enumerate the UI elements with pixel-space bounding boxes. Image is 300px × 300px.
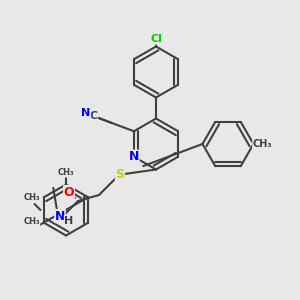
Text: C: C: [89, 111, 98, 121]
Text: N: N: [129, 150, 139, 163]
Text: CH₃: CH₃: [23, 218, 40, 226]
Text: Cl: Cl: [150, 34, 162, 44]
Text: H: H: [64, 215, 74, 226]
Text: CH₃: CH₃: [58, 168, 74, 177]
Text: O: O: [64, 185, 74, 199]
Text: N: N: [81, 108, 91, 118]
Text: CH₃: CH₃: [253, 139, 272, 149]
Text: N: N: [55, 209, 65, 223]
Text: S: S: [116, 167, 124, 181]
Text: CH₃: CH₃: [23, 194, 40, 202]
